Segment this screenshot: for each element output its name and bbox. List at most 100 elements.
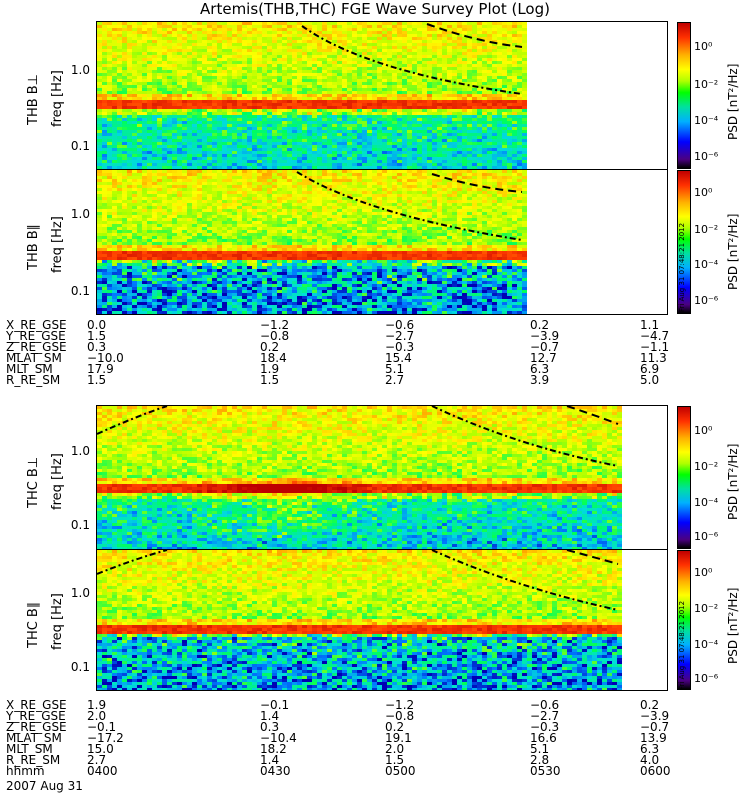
spectrogram-cell xyxy=(472,154,477,157)
spectrogram-cell xyxy=(157,305,162,308)
spectrogram-cell xyxy=(437,55,442,58)
spectrogram-cell xyxy=(297,64,302,67)
spectrogram-cell xyxy=(157,64,162,67)
spectrogram-cell xyxy=(282,145,287,148)
spectrogram-cell xyxy=(492,82,497,85)
spectrogram-cell xyxy=(137,109,142,112)
spectrogram-cell xyxy=(377,73,382,76)
spectrogram-cell xyxy=(522,70,527,73)
spectrogram-cell xyxy=(127,43,132,46)
spectrogram-cell xyxy=(137,58,142,61)
spectrogram-cell xyxy=(422,148,427,151)
spectrogram-cell xyxy=(492,94,497,97)
spectrogram-cell xyxy=(502,70,507,73)
spectrogram-cell xyxy=(222,28,227,31)
spectrogram-cell xyxy=(107,269,112,272)
spectrogram-cell xyxy=(127,91,132,94)
spectrogram-cell xyxy=(132,133,137,136)
spectrogram-cell xyxy=(367,115,372,118)
spectrogram-cell xyxy=(477,34,482,37)
spectrogram-cell xyxy=(387,22,392,25)
spectrogram-cell xyxy=(442,157,447,160)
spectrogram-cell xyxy=(487,37,492,40)
spectrogram-cell xyxy=(332,79,337,82)
spectrogram-cell xyxy=(137,124,142,127)
spectrogram-cell xyxy=(222,124,227,127)
spectrogram-cell xyxy=(362,124,367,127)
spectrogram-cell xyxy=(522,163,527,166)
spectrogram-cell xyxy=(112,22,117,25)
spectrogram-cell xyxy=(467,52,472,55)
spectrogram-cell xyxy=(152,308,157,311)
spectrogram-cell xyxy=(187,163,192,166)
spectrogram-cell xyxy=(387,109,392,112)
spectrogram-cell xyxy=(387,145,392,148)
spectrogram-cell xyxy=(147,46,152,49)
spectrogram-cell xyxy=(417,79,422,82)
spectrogram-cell xyxy=(137,145,142,148)
spectrogram-cell xyxy=(132,290,137,293)
spectrogram-cell xyxy=(262,148,267,151)
spectrogram-cell xyxy=(152,227,157,230)
spectrogram-cell xyxy=(342,52,347,55)
spectrogram-cell xyxy=(287,121,292,124)
spectrogram-cell xyxy=(417,34,422,37)
spectrogram-cell xyxy=(127,121,132,124)
spectrogram-cell xyxy=(367,40,372,43)
spectrogram-cell xyxy=(247,52,252,55)
spectrogram-cell xyxy=(192,151,197,154)
spectrogram-cell xyxy=(447,61,452,64)
spectrogram-cell xyxy=(462,127,467,130)
spectrogram-cell xyxy=(447,97,452,100)
spectrogram-cell xyxy=(277,142,282,145)
spectrogram-cell xyxy=(372,130,377,133)
spectrogram-cell xyxy=(157,218,162,221)
spectrogram-cell xyxy=(342,34,347,37)
spectrogram-cell xyxy=(152,154,157,157)
spectrogram-cell xyxy=(362,112,367,115)
spectrogram-cell xyxy=(142,142,147,145)
spectrogram-cell xyxy=(352,79,357,82)
spectrogram-cell xyxy=(382,22,387,25)
spectrogram-cell xyxy=(152,22,157,25)
spectrogram-cell xyxy=(137,97,142,100)
spectrogram-cell xyxy=(202,157,207,160)
spectrogram-cell xyxy=(182,163,187,166)
spectrogram-cell xyxy=(477,91,482,94)
spectrogram-cell xyxy=(387,88,392,91)
spectrogram-cell xyxy=(497,70,502,73)
spectrogram-cell xyxy=(142,85,147,88)
spectrogram-cell xyxy=(292,82,297,85)
spectrogram-cell xyxy=(312,61,317,64)
spectrogram-cell xyxy=(272,100,277,103)
spectrogram-cell xyxy=(472,64,477,67)
spectrogram-cell xyxy=(522,55,527,58)
spectrogram-cell xyxy=(417,64,422,67)
spectrogram-cell xyxy=(452,97,457,100)
spectrogram-cell xyxy=(197,64,202,67)
spectrogram-cell xyxy=(147,76,152,79)
spectrogram-cell xyxy=(97,266,102,269)
spectrogram-cell xyxy=(117,43,122,46)
spectrogram-cell xyxy=(187,91,192,94)
spectrogram-cell xyxy=(432,73,437,76)
spectrogram-cell xyxy=(177,160,182,163)
spectrogram-cell xyxy=(142,151,147,154)
spectrogram-cell xyxy=(432,130,437,133)
spectrogram-cell xyxy=(232,160,237,163)
spectrogram-cell xyxy=(407,103,412,106)
spectrogram-cell xyxy=(272,28,277,31)
spectrogram-cell xyxy=(377,151,382,154)
spectrogram-cell xyxy=(372,67,377,70)
spectrogram-cell xyxy=(447,160,452,163)
spectrogram-cell xyxy=(477,115,482,118)
spectrogram-cell xyxy=(457,139,462,142)
spectrogram-cell xyxy=(132,302,137,305)
spectrogram-cell xyxy=(172,173,177,176)
spectrogram-cell xyxy=(222,58,227,61)
spectrogram-cell xyxy=(117,284,122,287)
spectrogram-cell xyxy=(497,112,502,115)
spectrogram-cell xyxy=(167,194,172,197)
spectrogram-cell xyxy=(182,49,187,52)
spectrogram-cell xyxy=(182,139,187,142)
